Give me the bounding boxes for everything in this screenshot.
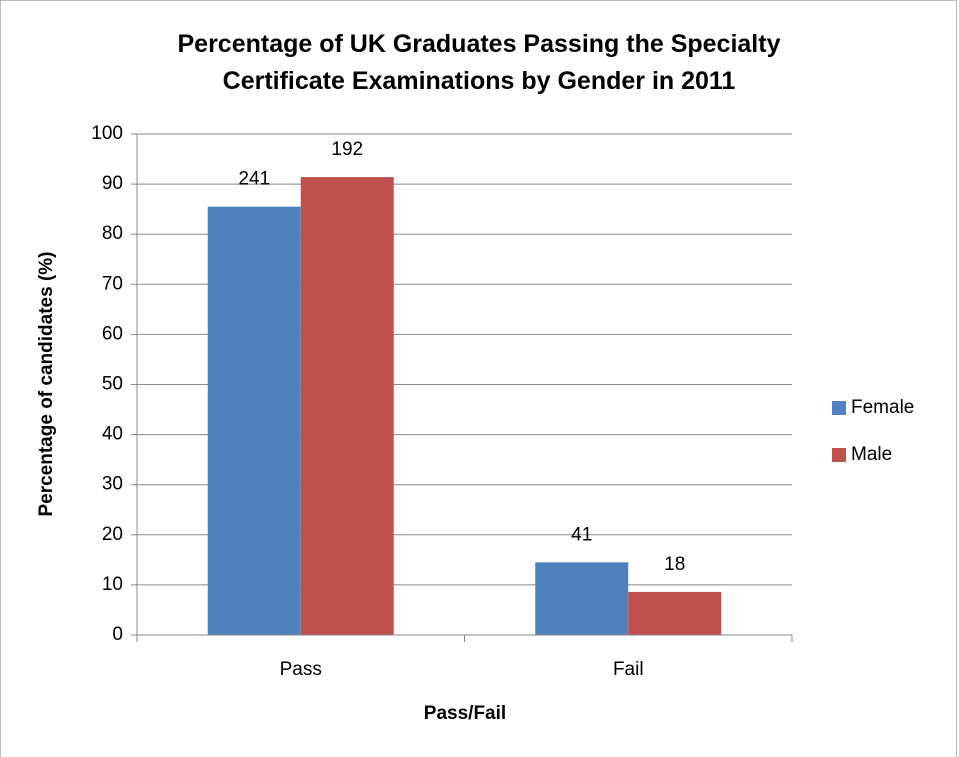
x-axis-label: Pass/Fail [424, 703, 506, 724]
bar [535, 562, 629, 635]
y-axis-label: Percentage of candidates (%) [36, 251, 57, 516]
legend-label: Female [851, 397, 914, 418]
y-tick-label: 10 [102, 574, 123, 595]
y-tick-label: 30 [102, 474, 123, 495]
data-label: 241 [238, 169, 270, 190]
y-tick-label: 90 [102, 173, 123, 194]
data-label: 41 [571, 524, 592, 545]
y-tick-label: 20 [102, 524, 123, 545]
legend-swatch [832, 401, 846, 415]
y-tick-label: 0 [112, 624, 123, 645]
bar [300, 177, 394, 635]
y-tick-label: 50 [102, 374, 123, 395]
y-tick-label: 60 [102, 323, 123, 344]
y-tick-label: 40 [102, 424, 123, 445]
chart-title: Percentage of UK Graduates Passing the S… [177, 30, 781, 95]
data-label: 18 [664, 554, 685, 575]
x-tick-label: Pass [280, 659, 322, 680]
x-tick-label: Fail [613, 659, 644, 680]
y-tick-label: 80 [102, 223, 123, 244]
legend-swatch [832, 448, 846, 462]
y-tick-label: 70 [102, 273, 123, 294]
data-label: 192 [331, 139, 363, 160]
legend-label: Male [851, 444, 892, 465]
y-tick-label: 100 [91, 123, 123, 144]
bar [207, 206, 301, 635]
bar [628, 591, 722, 635]
